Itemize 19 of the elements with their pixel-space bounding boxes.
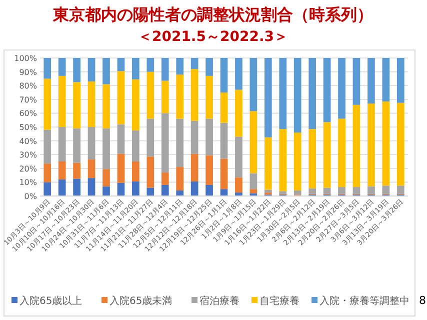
legend-label: 入院・療養等調整中 (320, 295, 410, 307)
y-tick-label: 90% (19, 68, 38, 77)
y-tick-label: 80% (19, 82, 38, 91)
y-tick-label: 60% (19, 109, 38, 118)
y-tick-label: 10% (19, 178, 38, 188)
legend-label: 入院65歳未満 (110, 295, 172, 307)
y-tick-label: 0% (24, 192, 38, 201)
legend-label: 宿泊療養 (200, 295, 240, 307)
chart-subtitle: ＜2021.5～2022.3＞ (138, 29, 288, 45)
y-tick-label: 50% (19, 123, 38, 132)
text: 8 (419, 294, 426, 307)
chart-title: 東京都内の陽性者の調整状況割合（時系列） (52, 5, 373, 24)
y-tick-label: 30% (19, 150, 38, 160)
y-tick-label: 70% (19, 95, 38, 104)
y-tick-label: 20% (19, 164, 38, 174)
y-tick-label: 40% (19, 136, 38, 146)
legend-label: 入院65歳以上 (20, 295, 82, 307)
legend-label: 自宅療養 (260, 295, 300, 307)
y-tick-label: 100% (14, 54, 38, 63)
